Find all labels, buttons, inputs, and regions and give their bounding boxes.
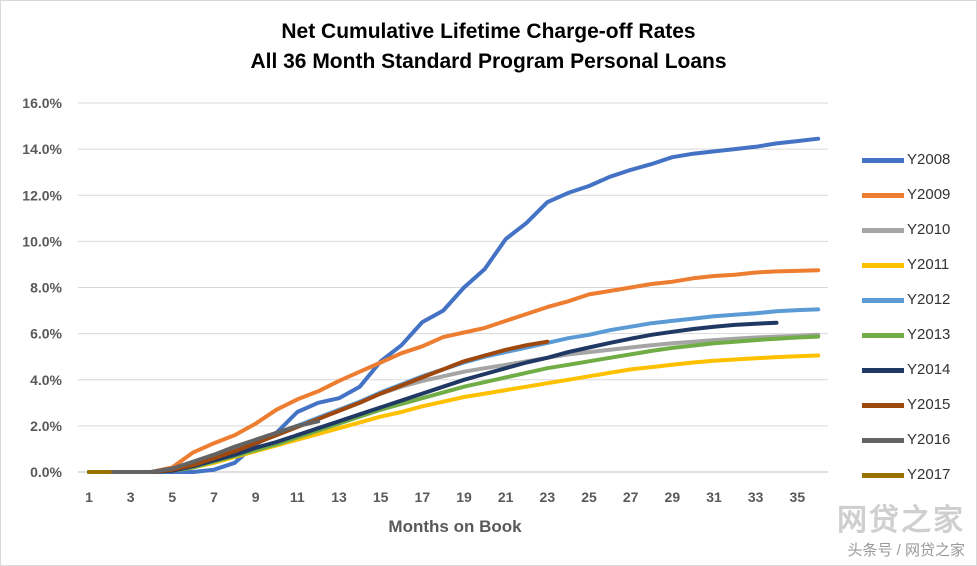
legend-swatch xyxy=(862,368,904,373)
legend-swatch xyxy=(862,333,904,338)
legend-label: Y2011 xyxy=(907,256,950,273)
gridlines xyxy=(78,102,828,473)
series-line-y2016 xyxy=(87,419,321,474)
legend-swatch xyxy=(862,228,904,233)
legend-label: Y2017 xyxy=(907,466,951,483)
legend-item-y2009: Y2009 xyxy=(860,185,970,205)
legend-swatch xyxy=(862,473,904,478)
legend-swatch xyxy=(862,263,904,268)
x-tick-label: 13 xyxy=(331,489,347,505)
legend-item-y2011: Y2011 xyxy=(860,255,970,275)
y-tick-label: 2.0% xyxy=(30,418,62,434)
legend-item-y2010: Y2010 xyxy=(860,220,970,240)
x-tick-label: 33 xyxy=(748,489,764,505)
x-tick-label: 21 xyxy=(498,489,514,505)
x-tick-label: 35 xyxy=(790,489,806,505)
chart-subtitle: All 36 Month Standard Program Personal L… xyxy=(250,50,727,73)
x-tick-label: 5 xyxy=(168,489,176,505)
x-tick-label: 27 xyxy=(623,489,639,505)
legend-swatch xyxy=(862,158,904,163)
legend-label: Y2013 xyxy=(907,326,951,343)
y-tick-label: 0.0% xyxy=(30,464,62,480)
legend-item-y2016: Y2016 xyxy=(860,430,970,450)
legend-item-y2008: Y2008 xyxy=(860,150,970,170)
x-tick-label: 17 xyxy=(415,489,431,505)
y-tick-label: 16.0% xyxy=(22,95,62,111)
y-tick-label: 12.0% xyxy=(22,187,62,203)
y-tick-label: 6.0% xyxy=(30,326,62,342)
x-tick-label: 1 xyxy=(85,489,93,505)
x-tick-label: 23 xyxy=(540,489,556,505)
legend-swatch xyxy=(862,298,904,303)
series-line-y2015 xyxy=(87,339,550,474)
legend-label: Y2008 xyxy=(907,151,951,168)
legend-label: Y2014 xyxy=(907,361,951,378)
x-tick-label: 25 xyxy=(581,489,597,505)
watermark-text: 头条号 / 网贷之家 xyxy=(847,542,965,559)
legend-label: Y2009 xyxy=(907,186,951,203)
legend-label: Y2010 xyxy=(907,221,951,238)
x-tick-label: 15 xyxy=(373,489,389,505)
x-tick-label: 19 xyxy=(456,489,472,505)
x-axis-label: Months on Book xyxy=(388,517,522,536)
x-tick-label: 3 xyxy=(127,489,135,505)
y-tick-label: 10.0% xyxy=(22,233,62,249)
legend-label: Y2015 xyxy=(907,396,951,413)
legend-label: Y2016 xyxy=(907,431,951,448)
y-tick-label: 14.0% xyxy=(22,141,62,157)
legend-label: Y2012 xyxy=(907,291,951,308)
chart-title: Net Cumulative Lifetime Charge-off Rates xyxy=(281,20,696,43)
watermark-logo: 网贷之家 xyxy=(837,504,965,537)
series-line-y2008 xyxy=(87,136,821,474)
series-lines xyxy=(87,136,821,474)
x-tick-label: 9 xyxy=(252,489,260,505)
legend-item-y2017: Y2017 xyxy=(860,465,970,485)
watermark: 网贷之家 头条号 / 网贷之家 xyxy=(837,495,965,560)
legend-item-y2015: Y2015 xyxy=(860,395,970,415)
x-tick-label: 31 xyxy=(706,489,722,505)
x-tick-label: 29 xyxy=(665,489,681,505)
x-tick-label: 7 xyxy=(210,489,218,505)
series-line-y2009 xyxy=(87,268,821,474)
y-tick-label: 4.0% xyxy=(30,372,62,388)
x-axis-tick-labels: 1 3 5 7 9 11 13 15 17 19 21 23 25 27 29 31 33 35 xyxy=(85,489,805,505)
legend-item-y2014: Y2014 xyxy=(860,360,970,380)
y-axis-tick-labels: 0.0% 2.0% 4.0% 6.0% 8.0% 10.0% 12.0% 14.0% 16.0% xyxy=(22,95,62,480)
x-tick-label: 11 xyxy=(290,489,305,505)
legend-swatch xyxy=(862,193,904,198)
legend-swatch xyxy=(862,438,904,443)
legend-item-y2012: Y2012 xyxy=(860,290,970,310)
y-tick-label: 8.0% xyxy=(30,280,62,296)
legend-swatch xyxy=(862,403,904,408)
legend-item-y2013: Y2013 xyxy=(860,325,970,345)
